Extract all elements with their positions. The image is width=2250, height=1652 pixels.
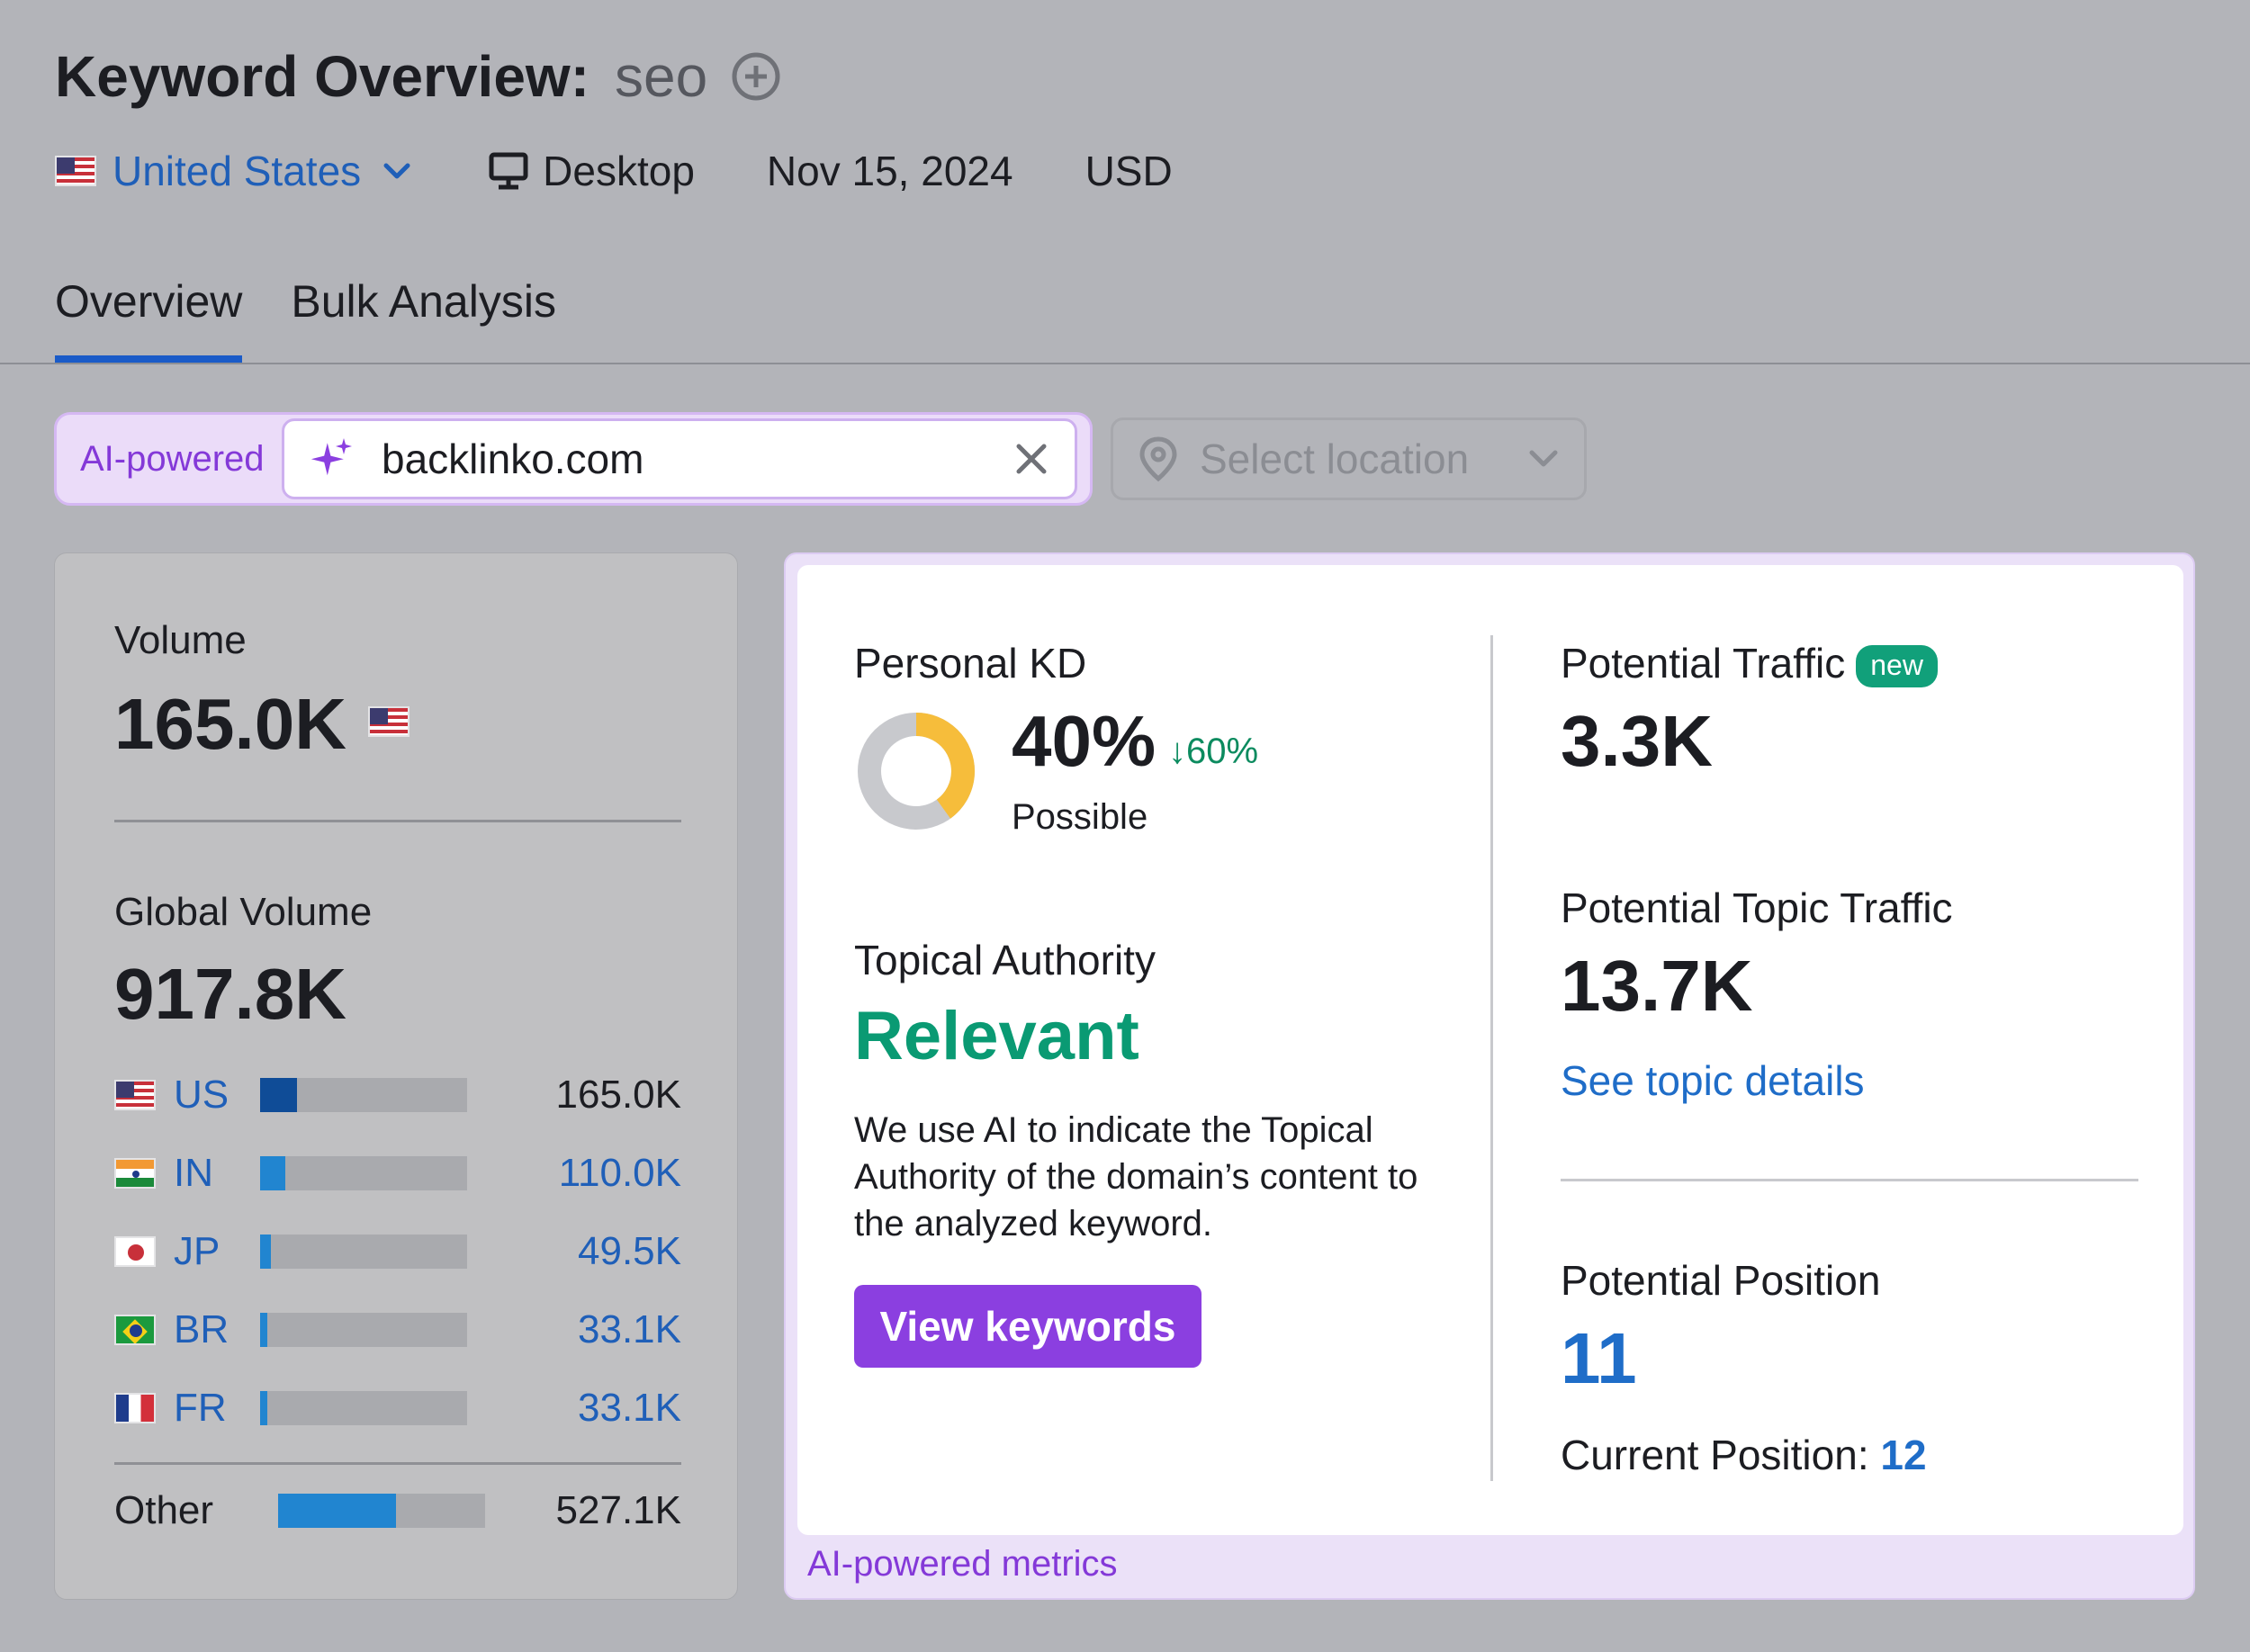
volume-label: Volume xyxy=(114,618,247,662)
column-separator xyxy=(1490,635,1493,1481)
new-badge: new xyxy=(1856,645,1938,688)
us-flag-icon xyxy=(368,706,410,737)
sparkle-icon xyxy=(310,438,352,476)
country-volume[interactable]: 33.1K xyxy=(578,1307,681,1351)
domain-input[interactable]: backlinko.com xyxy=(282,418,1077,499)
current-position: Current Position: 12 xyxy=(1561,1431,1927,1479)
volume-share-bar xyxy=(278,1494,485,1528)
ai-domain-search: AI-powered backlinko.com xyxy=(54,412,1093,506)
currency-label: USD xyxy=(1084,148,1173,194)
potential-traffic-value: 3.3K xyxy=(1561,701,1713,781)
volume-share-bar xyxy=(260,1313,467,1347)
page-header: Keyword Overview: seo xyxy=(55,43,781,110)
metrics-card: Personal KD 40% ↓60% Possible Topical Au… xyxy=(797,565,2183,1535)
other-row: Other 527.1K xyxy=(114,1484,681,1538)
country-volume: 165.0K xyxy=(555,1073,681,1117)
us-flag-icon xyxy=(55,156,96,186)
potential-position-label: Potential Position xyxy=(1561,1257,1881,1304)
country-volume[interactable]: 33.1K xyxy=(578,1386,681,1430)
ai-powered-label: AI-powered xyxy=(80,438,265,479)
country-row: BR 33.1K xyxy=(114,1303,681,1357)
country-row: FR 33.1K xyxy=(114,1381,681,1435)
country-row: US 165.0K xyxy=(114,1068,681,1122)
potential-traffic-heading: Potential Traffic new xyxy=(1561,639,1938,688)
topical-authority-value: Relevant xyxy=(854,998,1139,1074)
chevron-down-icon xyxy=(1529,450,1558,467)
current-position-label: Current Position: xyxy=(1561,1432,1869,1478)
potential-topic-traffic-value: 13.7K xyxy=(1561,946,1753,1026)
personal-kd-value: 40% xyxy=(1012,701,1156,781)
page-title: Keyword Overview: xyxy=(55,44,590,109)
country-row: JP 49.5K xyxy=(114,1225,681,1279)
in-flag-icon xyxy=(114,1158,156,1189)
volume-share-bar xyxy=(260,1078,467,1112)
location-placeholder: Select location xyxy=(1200,435,1470,482)
potential-traffic-label: Potential Traffic xyxy=(1561,640,1846,687)
add-keyword-icon[interactable] xyxy=(731,51,781,102)
country-code[interactable]: JP xyxy=(174,1229,220,1273)
topical-authority-label: Topical Authority xyxy=(854,937,1156,983)
br-flag-icon xyxy=(114,1315,156,1345)
location-select[interactable]: Select location xyxy=(1111,417,1587,500)
other-divider xyxy=(114,1462,681,1465)
volume-share-bar xyxy=(260,1391,467,1425)
keyword-text: seo xyxy=(615,44,708,109)
meta-row: United States Desktop Nov 15, 2024 USD xyxy=(55,144,1173,198)
tab-bulk-analysis[interactable]: Bulk Analysis xyxy=(291,276,556,327)
location-pin-icon xyxy=(1139,436,1177,482)
country-row: IN 110.0K xyxy=(114,1146,681,1200)
date-label: Nov 15, 2024 xyxy=(766,148,1013,194)
device-label: Desktop xyxy=(543,148,695,194)
topical-authority-description: We use AI to indicate the Topical Author… xyxy=(854,1110,1418,1243)
kd-donut-chart xyxy=(858,713,975,830)
close-icon[interactable] xyxy=(1013,441,1049,477)
personal-kd-level: Possible xyxy=(1012,797,1148,837)
ai-metrics-panel: Personal KD 40% ↓60% Possible Topical Au… xyxy=(784,552,2195,1600)
country-code[interactable]: FR xyxy=(174,1386,227,1430)
country-label: United States xyxy=(112,148,362,194)
country-code[interactable]: IN xyxy=(174,1151,213,1195)
desktop-icon xyxy=(489,152,528,190)
volume-value: 165.0K xyxy=(114,684,346,764)
us-flag-icon xyxy=(114,1080,156,1110)
see-topic-details-link[interactable]: See topic details xyxy=(1561,1057,1865,1104)
chevron-down-icon xyxy=(383,163,410,179)
tab-bar: Overview Bulk Analysis xyxy=(55,275,605,364)
volume-share-bar xyxy=(260,1235,467,1269)
global-volume-label: Global Volume xyxy=(114,890,373,934)
global-volume-value: 917.8K xyxy=(114,954,346,1034)
potential-topic-traffic-label: Potential Topic Traffic xyxy=(1561,884,1953,931)
view-keywords-button[interactable]: View keywords xyxy=(854,1285,1202,1368)
tabs-divider xyxy=(0,363,2250,364)
country-volume[interactable]: 110.0K xyxy=(558,1151,681,1195)
domain-input-value: backlinko.com xyxy=(382,435,644,482)
personal-kd-label: Personal KD xyxy=(854,640,1087,687)
volume-divider xyxy=(114,820,681,822)
country-code[interactable]: US xyxy=(174,1073,230,1117)
volume-share-bar xyxy=(260,1156,467,1190)
kd-donut-arc xyxy=(858,713,975,830)
other-label: Other xyxy=(114,1488,214,1532)
current-position-value[interactable]: 12 xyxy=(1880,1432,1927,1478)
country-select[interactable]: United States xyxy=(55,147,411,195)
device-indicator: Desktop xyxy=(489,147,695,195)
position-divider xyxy=(1561,1179,2138,1181)
country-code[interactable]: BR xyxy=(174,1307,230,1351)
jp-flag-icon xyxy=(114,1236,156,1267)
other-volume: 527.1K xyxy=(555,1488,681,1532)
personal-kd-delta: ↓60% xyxy=(1168,732,1259,771)
ai-metrics-footer: AI-powered metrics xyxy=(807,1544,1118,1584)
potential-position-value: 11 xyxy=(1561,1318,1637,1398)
country-volume[interactable]: 49.5K xyxy=(578,1229,681,1273)
fr-flag-icon xyxy=(114,1393,156,1423)
tab-overview[interactable]: Overview xyxy=(55,275,243,364)
volume-card: Volume 165.0K Global Volume 917.8K US 16… xyxy=(54,552,738,1600)
